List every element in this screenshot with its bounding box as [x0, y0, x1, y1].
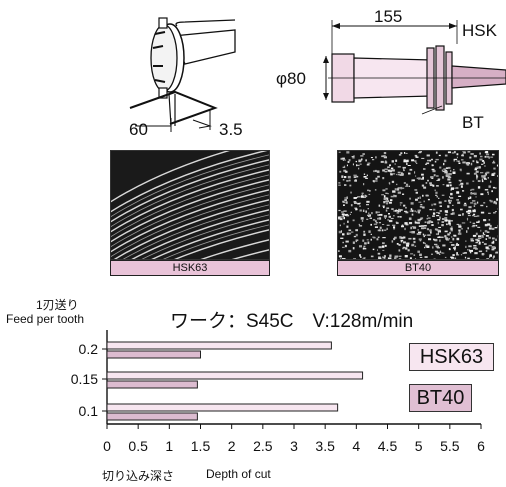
bt-surface-photo: [337, 150, 499, 260]
y-axis-label-ja: 1刃送り: [36, 298, 79, 312]
dim-diameter-label: φ80: [276, 69, 306, 88]
y-tick-label: 0.15: [71, 371, 98, 387]
hsk-label: HSK: [462, 21, 498, 40]
dim-offset-label: 3.5: [219, 120, 243, 138]
bar-hsk63: [106, 371, 364, 380]
x-axis-label-en: Depth of cut: [206, 467, 271, 481]
y-tick-label: 0.1: [79, 403, 99, 419]
bt-texture: [338, 151, 498, 259]
x-tick-label: 1: [165, 438, 173, 454]
x-tick-label: 1.5: [191, 438, 211, 454]
y-axis-label-en: Feed per tooth: [6, 312, 85, 326]
bar-hsk63: [106, 403, 339, 412]
x-tick-label: 2.5: [253, 438, 273, 454]
x-tick-label: 3: [290, 438, 298, 454]
x-tick-label: 4.5: [378, 438, 398, 454]
chart-title: ワーク：S45C V:128m/min: [170, 311, 414, 332]
x-tick-label: 5: [415, 438, 423, 454]
bar-hsk63: [106, 341, 332, 350]
y-tick-label: 0.2: [79, 341, 99, 357]
x-tick-label: 5.5: [440, 438, 460, 454]
bar-bt40: [106, 350, 201, 359]
bar-bt40: [106, 380, 198, 389]
x-tick-label: 4: [352, 438, 360, 454]
cutter-diagram: 60 3.5: [129, 17, 243, 138]
legend-hsk: HSK63: [409, 343, 494, 371]
dim-width-label: 60: [129, 120, 148, 138]
hsk-texture: [111, 151, 269, 259]
x-axis-label-ja: 切り込み深さ: [102, 469, 175, 483]
bt-photo-caption: BT40: [337, 260, 499, 276]
legend-bt: BT40: [409, 384, 472, 412]
holder-diagram: 155 HSK φ80 BT: [276, 7, 506, 132]
hsk-surface-photo: [110, 150, 270, 260]
x-tick-label: 0: [103, 438, 111, 454]
x-tick-label: 2: [228, 438, 236, 454]
dim-length-label: 155: [374, 7, 402, 26]
bt-label: BT: [462, 113, 484, 132]
bar-bt40: [106, 412, 198, 421]
chart: 0 0.5 1 1.5 2 2.5 3 3.5 4 4.5 5 5.5 6 0.2 0.15 0.1: [71, 330, 485, 454]
hsk-photo-caption: HSK63: [110, 260, 270, 276]
x-tick-label: 6: [477, 438, 485, 454]
x-tick-label: 3.5: [315, 438, 335, 454]
x-tick-label: 0.5: [128, 438, 148, 454]
